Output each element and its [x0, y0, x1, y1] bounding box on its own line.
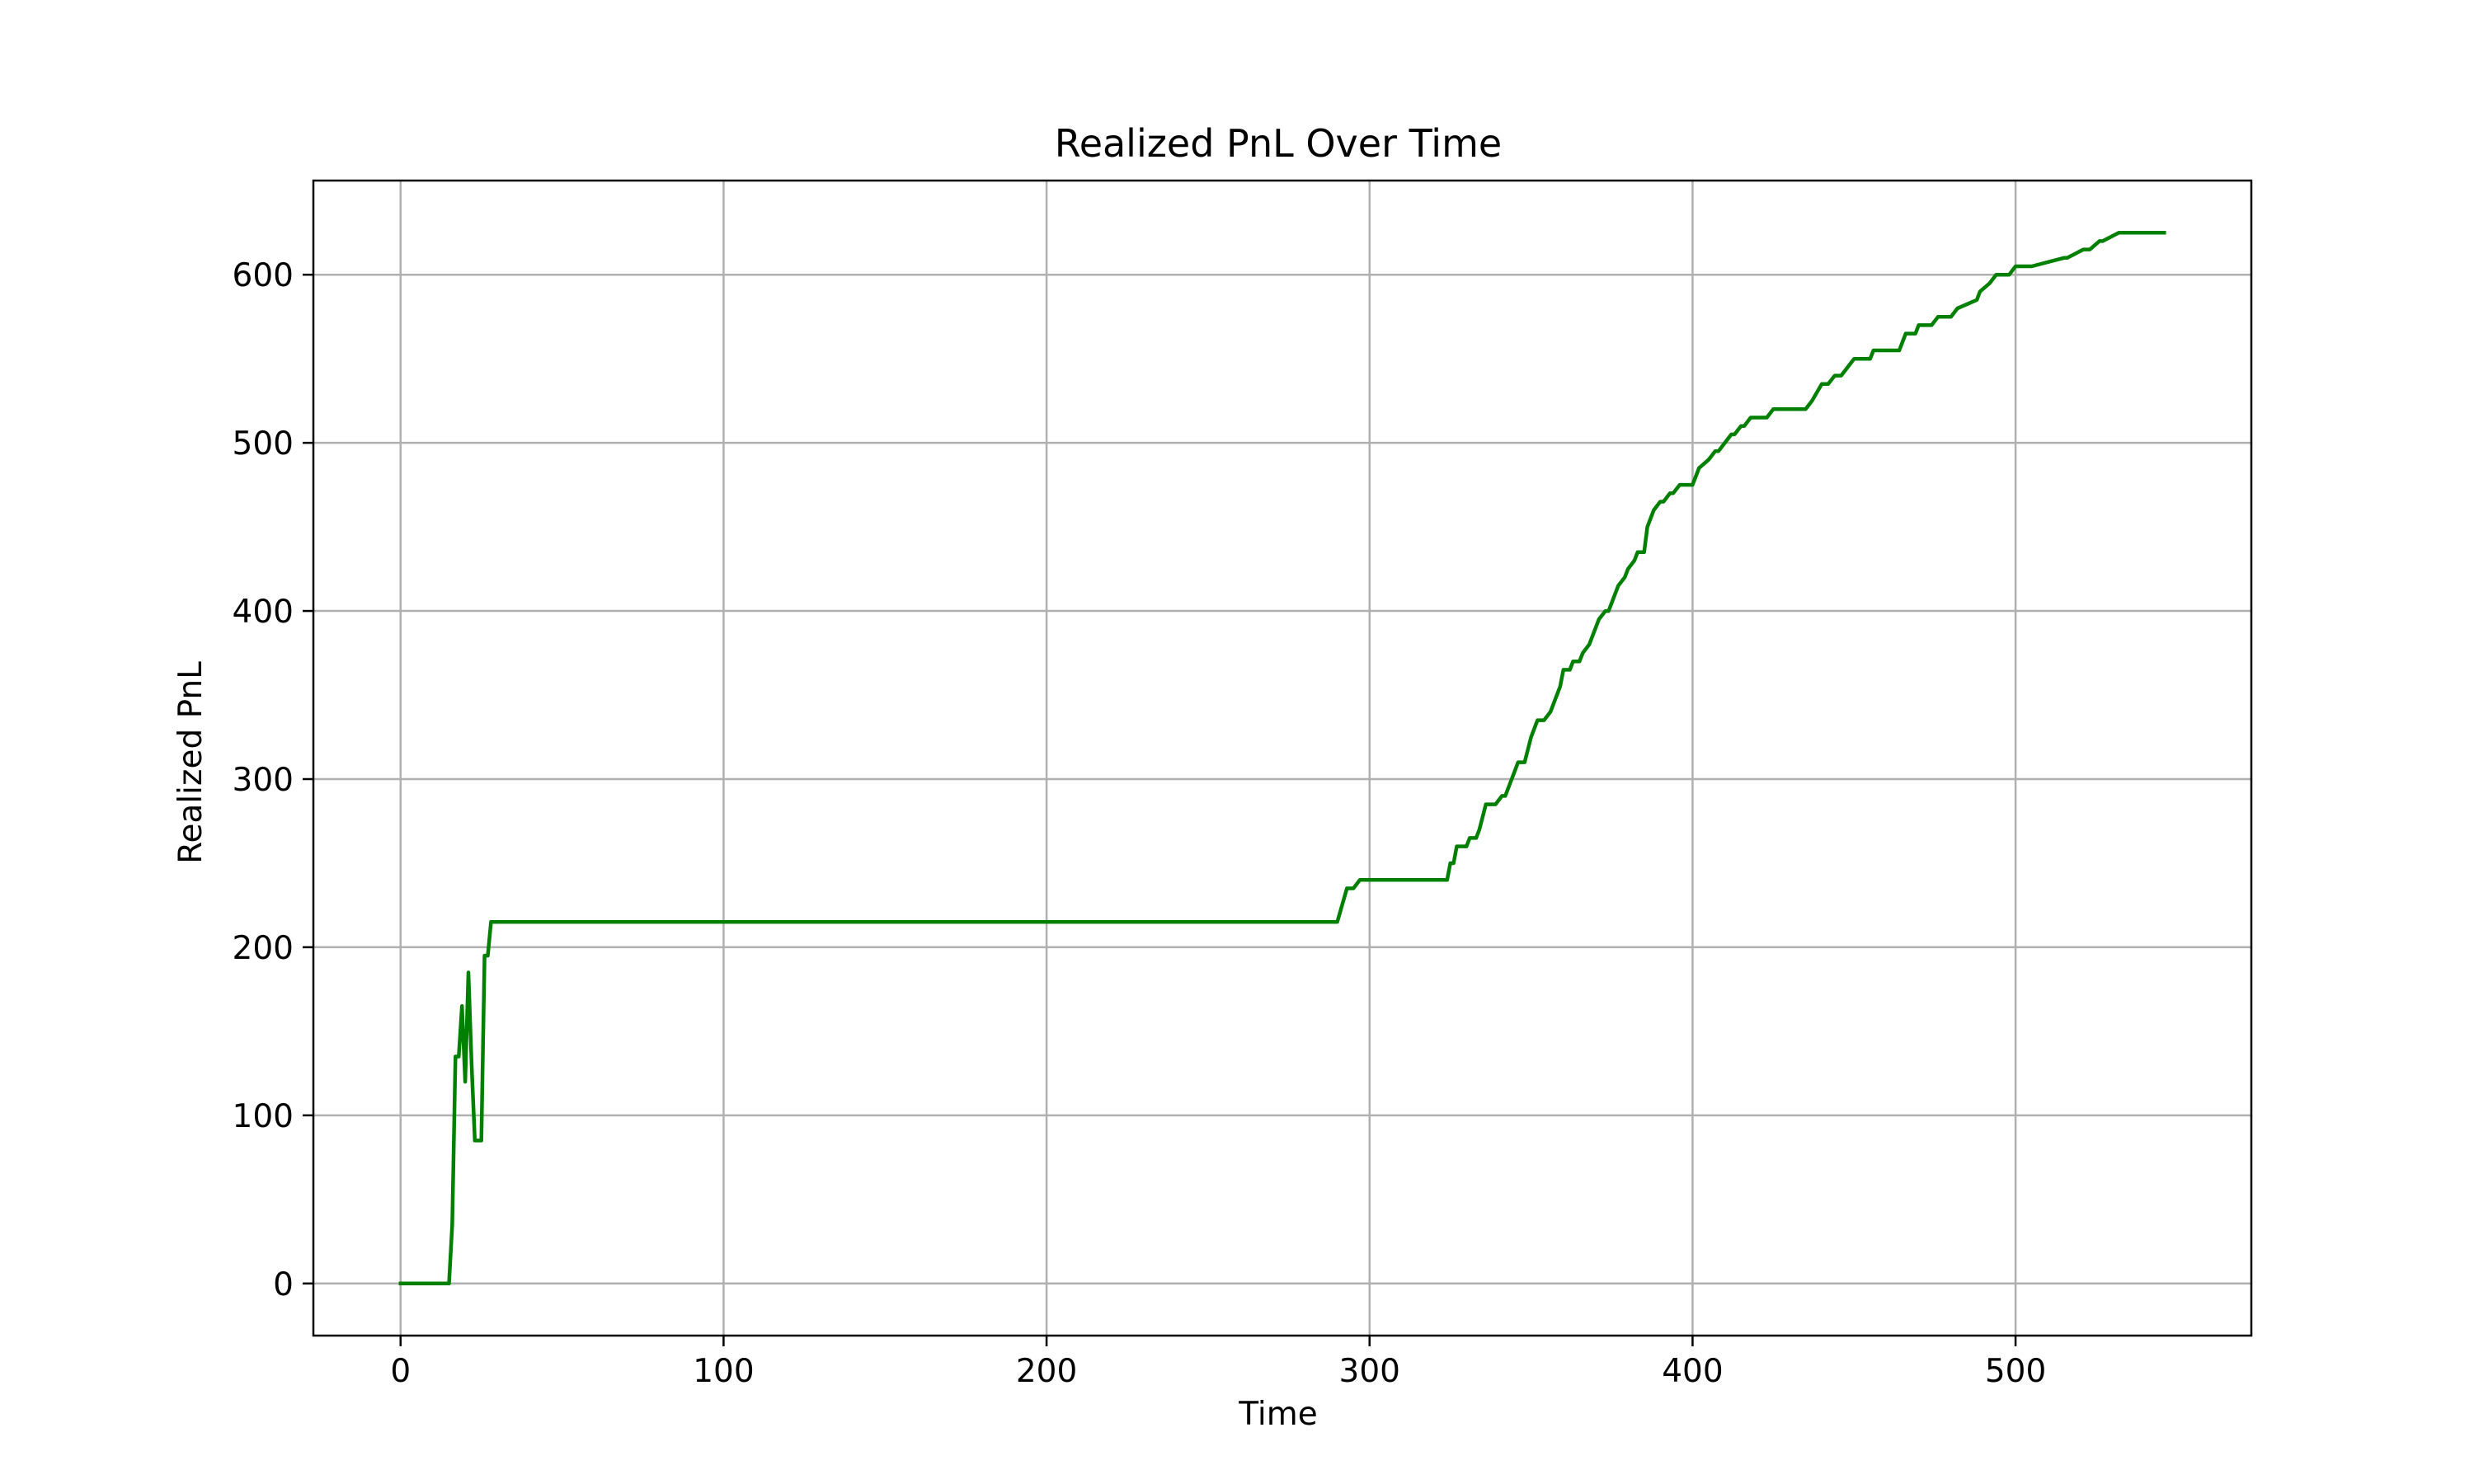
- y-tick-label: 600: [233, 257, 294, 294]
- pnl-series-line: [398, 230, 2166, 1286]
- x-tick-label: 500: [1985, 1353, 2046, 1390]
- y-tick-label: 200: [233, 930, 294, 967]
- axis-ticks: 0 100 200 300 400 500 0 100 200 300 400 500 600: [233, 257, 2047, 1390]
- y-tick-label: 300: [233, 762, 294, 799]
- x-axis-label: Time: [1238, 1396, 1317, 1433]
- chart-title: Realized PnL Over Time: [1055, 121, 1502, 166]
- x-tick-label: 400: [1662, 1353, 1723, 1390]
- y-tick-label: 500: [233, 425, 294, 463]
- series-lines: [398, 230, 2166, 1286]
- x-tick-label: 0: [390, 1353, 411, 1390]
- y-tick-label: 0: [273, 1266, 294, 1303]
- grid-lines: [313, 181, 2251, 1336]
- axes-frame: [312, 179, 2253, 1337]
- y-axis-label: Realized PnL: [172, 661, 209, 864]
- x-tick-label: 300: [1339, 1353, 1400, 1390]
- y-tick-label: 100: [233, 1098, 294, 1135]
- x-tick-label: 100: [693, 1353, 754, 1390]
- x-tick-label: 200: [1016, 1353, 1077, 1390]
- y-tick-label: 400: [233, 594, 294, 631]
